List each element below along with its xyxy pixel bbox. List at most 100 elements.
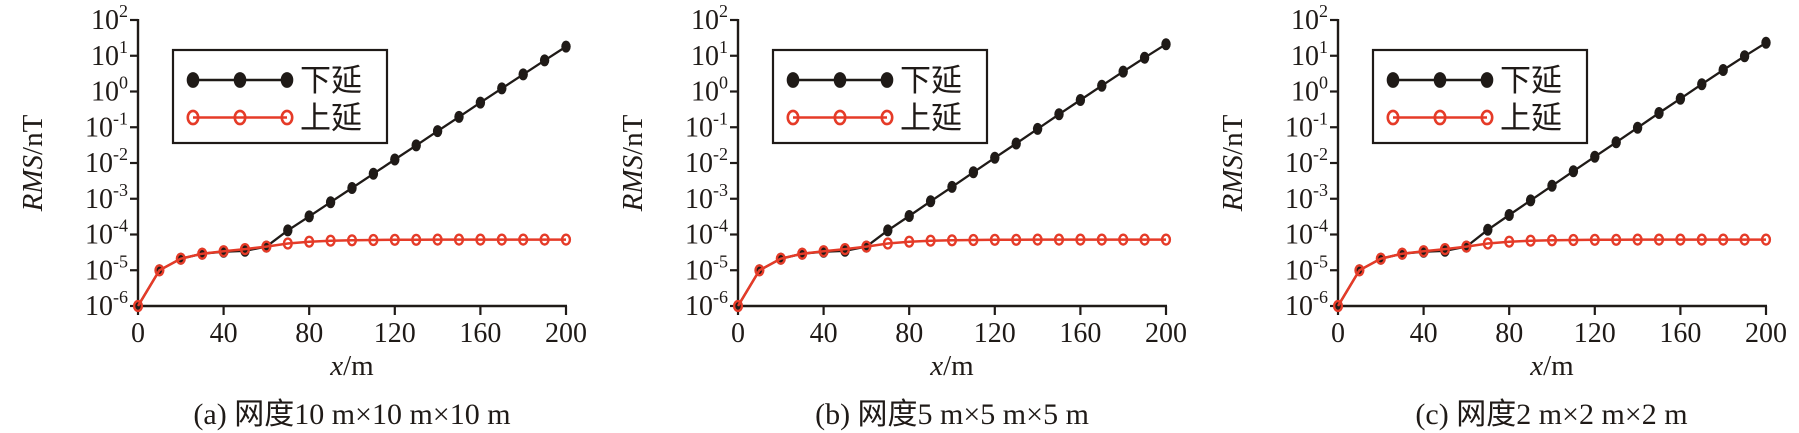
marker-down (1504, 209, 1514, 221)
series-line-up (136, 238, 566, 307)
x-tick-label: 40 (210, 318, 238, 349)
legend-label-up: 上延 (300, 101, 362, 136)
marker-down (1161, 38, 1171, 51)
legend-marker-down (233, 72, 247, 88)
x-tick-label: 40 (810, 318, 838, 349)
marker-up (1332, 299, 1344, 313)
marker-down (990, 151, 1000, 164)
marker-up (453, 233, 465, 246)
y-tick-label: 102 (1291, 1, 1328, 36)
y-tick-label: 10-6 (85, 287, 128, 322)
y-tick-label: 101 (691, 37, 728, 72)
marker-down (904, 210, 914, 222)
marker-up (946, 234, 958, 247)
marker-up (968, 233, 979, 247)
marker-down (411, 139, 421, 152)
marker-down (390, 153, 400, 166)
marker-up (1653, 233, 1665, 246)
legend-label-up: 上延 (1500, 101, 1562, 136)
y-axis-title: RMS/nT (617, 114, 649, 212)
x-tick-label: 40 (1410, 318, 1438, 349)
legend-box (771, 48, 989, 145)
marker-up (1482, 237, 1493, 250)
y-tick-label: 10-6 (1285, 287, 1328, 322)
marker-up (325, 234, 336, 247)
marker-down (1718, 64, 1728, 76)
marker-down (1139, 51, 1150, 64)
marker-down (925, 195, 936, 208)
x-tick-label: 80 (295, 318, 323, 349)
x-tick-label: 120 (1574, 318, 1616, 349)
marker-down (325, 196, 336, 209)
marker-up (1439, 243, 1451, 256)
legend-marker-down (186, 72, 200, 88)
y-tick-label: 10-1 (685, 108, 728, 143)
marker-up (1568, 233, 1579, 247)
marker-up (1011, 233, 1022, 246)
chart-canvas-b: 0 40 80 120 160 20010210110010-110-210-310-41… (617, 1, 1187, 382)
marker-down (304, 210, 314, 223)
legend-marker-up (280, 109, 294, 126)
marker-up (304, 235, 315, 248)
marker-down (1697, 78, 1707, 91)
legend-marker-down (1433, 72, 1447, 88)
legend-box (171, 48, 389, 145)
marker-up (989, 233, 1000, 246)
y-tick-label: 10-2 (685, 144, 728, 179)
marker-up (925, 234, 936, 247)
y-tick-label: 102 (691, 1, 728, 36)
legend-marker-up (1433, 109, 1447, 126)
marker-down (947, 180, 957, 193)
marker-up (1096, 233, 1107, 246)
y-tick-label: 10-2 (85, 144, 128, 179)
y-tick-label: 10-5 (1285, 251, 1328, 286)
x-tick-label: 0 (731, 318, 745, 349)
x-tick-label: 120 (974, 318, 1016, 349)
y-tick-label: 10-6 (685, 287, 728, 322)
legend-marker-up (833, 109, 847, 126)
marker-down (1654, 107, 1664, 119)
legend-marker-down (1386, 72, 1400, 88)
marker-down (1032, 122, 1043, 135)
x-tick-label: 200 (545, 318, 587, 349)
marker-down (283, 224, 293, 237)
x-tick-label: 160 (1059, 318, 1101, 349)
x-tick-label: 80 (1495, 318, 1523, 349)
legend-marker-up (186, 109, 200, 126)
x-tick-label: 0 (1331, 318, 1345, 349)
marker-up (1139, 233, 1150, 246)
y-tick-label: 10-3 (85, 180, 128, 215)
marker-up (1118, 233, 1129, 246)
marker-down (1054, 108, 1064, 121)
chart-panel-b: 0 40 80 120 160 200 102 101 100 10-1 10-2 10-3 10-4 1… (600, 0, 1200, 431)
marker-up (1053, 233, 1065, 246)
y-tick-label: 10-4 (85, 216, 128, 251)
marker-up (496, 233, 507, 246)
marker-up (368, 233, 379, 247)
marker-up (346, 234, 358, 247)
marker-up (154, 264, 165, 277)
marker-up (132, 299, 144, 313)
marker-down (1075, 94, 1086, 106)
marker-up (282, 237, 293, 250)
y-tick-label: 100 (91, 73, 128, 108)
marker-up (1675, 233, 1686, 246)
marker-down (1097, 79, 1107, 92)
legend-marker-up (786, 109, 800, 126)
marker-up (432, 233, 443, 246)
marker-up (175, 252, 186, 265)
marker-down (1739, 50, 1750, 63)
y-axis-title: RMS/nT (17, 114, 49, 212)
marker-down (454, 110, 464, 123)
marker-down (1675, 92, 1686, 105)
x-axis-title: x/m (1529, 350, 1574, 382)
marker-up (904, 235, 915, 248)
legend-label-down: 下延 (900, 63, 962, 98)
marker-up (1696, 233, 1707, 246)
y-tick-label: 10-4 (1285, 216, 1328, 251)
chart-panel-a: 0 40 80 120 160 200 102 101 100 10-1 10-2 10-3 10-4 1… (0, 0, 600, 431)
marker-up (1525, 234, 1536, 247)
x-axis-title: x/m (929, 350, 974, 382)
